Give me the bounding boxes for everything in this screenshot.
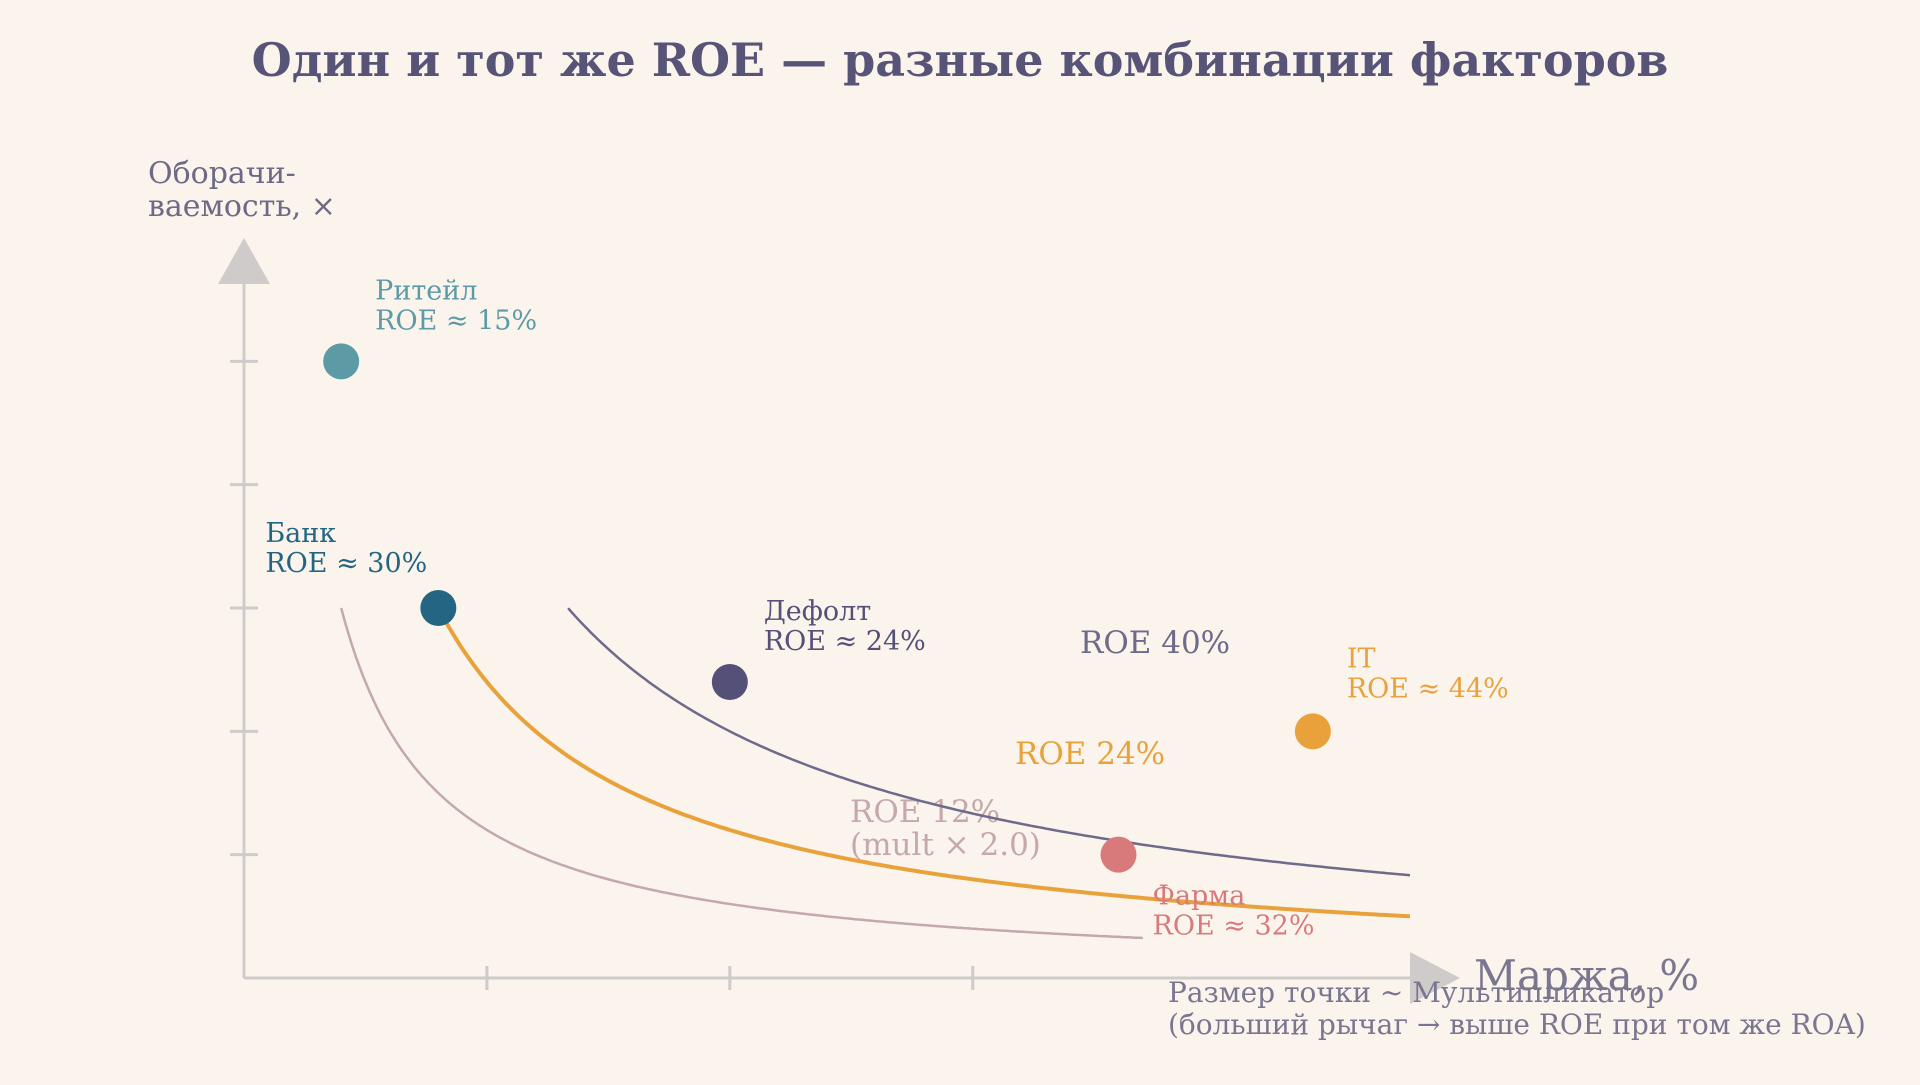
point-label-name-3: Дефолт — [764, 596, 871, 627]
legend-note-line2: (больший рычаг → выше ROE при том же ROA… — [1168, 1008, 1866, 1041]
roe-curves: ROE 12%(mult × 2.0) ROE 24% ROE 40% — [339, 607, 1411, 940]
point-2 — [420, 590, 457, 626]
chart-title: Один и тот же ROE — разные комбинации фа… — [252, 33, 1669, 87]
x-axis-arrow — [1410, 952, 1460, 1004]
y-axis-label-line2: ваемость, × — [148, 189, 336, 224]
roe-curve-1 — [339, 607, 1143, 940]
point-3 — [711, 664, 748, 700]
roe-curve-label-2: ROE 24% — [1015, 736, 1165, 772]
point-label-roe-4: ROE ≈ 44% — [1347, 673, 1509, 704]
point-label-name-5: Фарма — [1153, 881, 1246, 912]
x-axis-label: Маржа, % — [1474, 951, 1699, 1000]
point-label-roe-5: ROE ≈ 32% — [1153, 911, 1315, 942]
point-label-roe-2: ROE ≈ 30% — [265, 548, 427, 579]
point-4 — [1294, 713, 1331, 750]
point-5 — [1100, 836, 1137, 873]
point-label-name-2: Банк — [265, 518, 336, 549]
point-label-roe-1: ROE ≈ 15% — [375, 305, 537, 336]
y-axis-label-line1: Оборачи- — [148, 156, 296, 191]
legend-note-line1: Размер точки ~ Мультипликатор — [1168, 976, 1664, 1009]
point-label-name-1: Ритейл — [375, 275, 477, 306]
point-1 — [323, 343, 360, 380]
point-label-roe-3: ROE ≈ 24% — [764, 626, 926, 657]
y-axis-arrow — [218, 238, 270, 284]
point-label-name-4: IT — [1347, 643, 1376, 674]
axes — [218, 238, 1460, 1004]
roe-curve-3 — [567, 607, 1411, 877]
roe-curve-label-3: ROE 40% — [1080, 625, 1230, 661]
roe-curve-label-1: ROE 12% — [850, 794, 1000, 830]
roe-curve-sublabel-1: (mult × 2.0) — [850, 827, 1041, 863]
roe-curve-2 — [436, 607, 1411, 919]
